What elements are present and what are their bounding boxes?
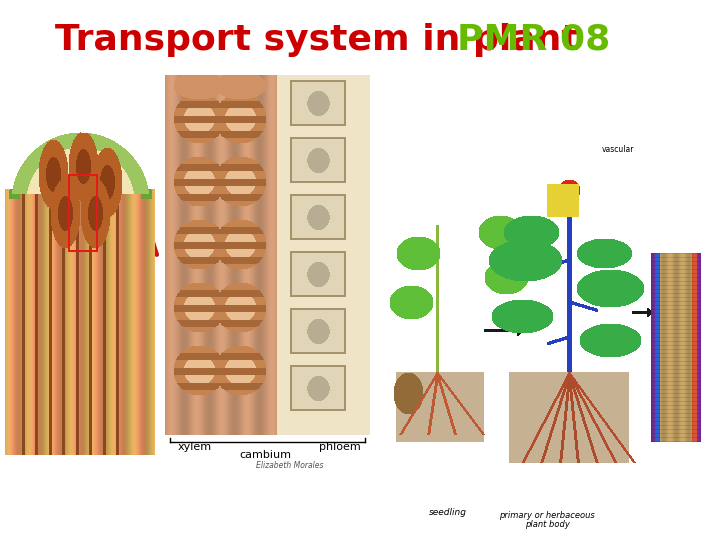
Text: xylem: xylem	[8, 362, 37, 372]
Text: PMR 08: PMR 08	[457, 23, 611, 57]
Text: Elizabeth Morales: Elizabeth Morales	[256, 461, 324, 470]
Text: xylem: xylem	[634, 351, 657, 360]
Text: apical
meristem: apical meristem	[519, 321, 556, 340]
Text: phloem: phloem	[319, 442, 361, 452]
Text: apical
meristem: apical meristem	[450, 200, 487, 220]
Text: Transport system in plant: Transport system in plant	[55, 23, 591, 57]
Text: phloem: phloem	[100, 362, 137, 372]
Text: plant body: plant body	[525, 520, 570, 529]
Text: penderm
(bark): penderm (bark)	[632, 366, 664, 380]
Text: phloem: phloem	[602, 331, 631, 340]
Text: phellogen: phellogen	[661, 155, 699, 164]
Text: secondary or woody: secondary or woody	[582, 473, 678, 482]
Text: epidermis: epidermis	[8, 80, 53, 89]
Text: cambium: cambium	[239, 450, 291, 460]
Text: pith: pith	[25, 106, 42, 115]
Text: cambium: cambium	[35, 119, 77, 128]
Text: cortex: cortex	[16, 93, 45, 102]
Text: xylem: xylem	[178, 442, 212, 452]
Text: vascular
cambium: vascular cambium	[600, 145, 636, 164]
Text: primary or herbaceous: primary or herbaceous	[499, 511, 595, 520]
Text: seedling: seedling	[429, 508, 467, 517]
Text: plant body: plant body	[605, 483, 655, 492]
